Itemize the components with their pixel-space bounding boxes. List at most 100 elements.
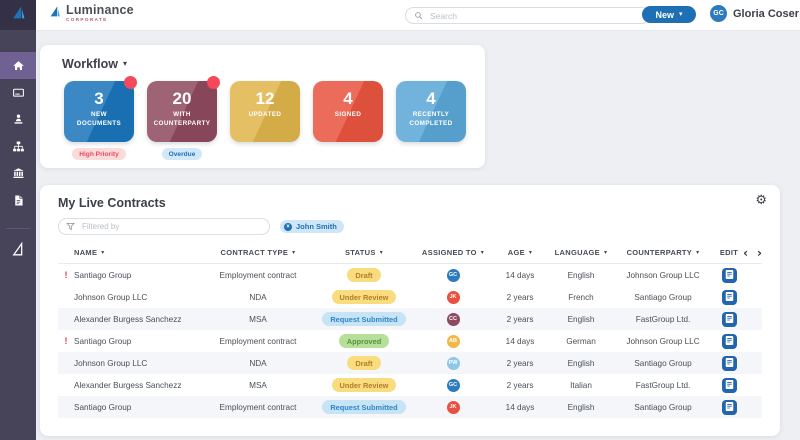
sidebar-item-sitemap[interactable] — [0, 133, 36, 160]
table-row[interactable]: ! Santiago Group Employment contract Draft G… — [58, 264, 762, 286]
sidebar-item-document[interactable] — [0, 187, 36, 214]
sidebar-item-bank[interactable] — [0, 160, 36, 187]
column-header-counterparty[interactable]: COUNTERPARTY ▾ — [614, 248, 712, 257]
workflow-card-count: 12 — [255, 89, 275, 108]
chevron-down-icon: ▾ — [679, 10, 683, 18]
sidebar-item-panel[interactable] — [0, 79, 36, 106]
column-header-status[interactable]: STATUS ▾ — [314, 248, 414, 257]
edit-button[interactable] — [721, 311, 737, 327]
edit-button[interactable] — [721, 267, 737, 283]
avatar[interactable]: JK — [446, 290, 460, 304]
table-row[interactable]: Alexander Burgess Sanchezz MSA Under Revie… — [58, 374, 762, 396]
avatar[interactable]: CC — [446, 312, 460, 326]
edit-button[interactable] — [721, 333, 737, 349]
edit-cell — [712, 289, 746, 305]
table-row[interactable]: Santiago Group Employment contract Request… — [58, 396, 762, 418]
sort-caret-icon: ▾ — [696, 248, 700, 256]
column-header-contract-type[interactable]: CONTRACT TYPE ▾ — [202, 248, 314, 257]
close-icon[interactable]: × — [284, 222, 292, 231]
avatar[interactable]: GC — [446, 378, 460, 392]
filter-box — [58, 218, 270, 235]
age-cell: 2 years — [506, 314, 534, 324]
workflow-card-label: WITH COUNTERPARTY — [153, 111, 211, 127]
avatar[interactable]: AB — [446, 334, 460, 348]
new-button-label: New — [655, 9, 674, 20]
edit-doc-icon — [725, 378, 734, 393]
avatar[interactable]: JK — [446, 400, 460, 414]
avatar[interactable]: GC — [446, 268, 460, 282]
edit-button[interactable] — [721, 289, 737, 305]
age-cell: 2 years — [506, 358, 534, 368]
workflow-badge[interactable]: Overdue — [161, 148, 203, 160]
workflow-card-count: 3 — [94, 89, 104, 108]
edit-button[interactable] — [721, 377, 737, 393]
assigned-cell: JK — [414, 400, 492, 414]
user-menu[interactable]: GC Gloria Coser — [710, 5, 799, 22]
previous-page-icon[interactable]: ‹ — [743, 245, 749, 260]
column-label: STATUS — [345, 248, 376, 257]
workflow-badges: High Priority Overdue — [64, 148, 466, 160]
edit-cell — [712, 377, 746, 393]
column-label: ASSIGNED TO — [421, 248, 477, 257]
sort-caret-icon: ▾ — [292, 248, 296, 256]
edit-button[interactable] — [721, 399, 737, 415]
counterparty-cell: FastGroup Ltd. — [635, 314, 691, 324]
table-row[interactable]: ! Santiago Group Employment contract Approv… — [58, 330, 762, 352]
workflow-card-3[interactable]: 12 UPDATED — [230, 81, 300, 142]
column-label: NAME — [74, 248, 98, 257]
sidebar-item-home[interactable] — [0, 52, 36, 79]
avatar[interactable]: PW — [446, 356, 460, 370]
edit-doc-icon — [725, 312, 734, 327]
table-row[interactable]: Alexander Burgess Sanchezz MSA Request Sub… — [58, 308, 762, 330]
status-badge: Draft — [347, 268, 381, 282]
sidebar — [0, 0, 36, 440]
column-header-name[interactable]: NAME ▾ — [74, 248, 202, 257]
workflow-dropdown[interactable]: Workflow ▾ — [62, 57, 127, 71]
workflow-badge[interactable]: High Priority — [72, 148, 126, 160]
workflow-card-1[interactable]: 3 NEW DOCUMENTS — [64, 76, 137, 142]
column-header-assigned-to[interactable]: ASSIGNED TO ▾ — [414, 248, 492, 257]
table-body: ! Santiago Group Employment contract Draft G… — [58, 264, 762, 418]
edit-cell — [712, 399, 746, 415]
table-row[interactable]: Johnson Group LLC NDA Under Review JK 2 year… — [58, 286, 762, 308]
edit-doc-icon — [725, 268, 734, 283]
sidebar-item-luminance[interactable] — [0, 237, 36, 267]
workflow-card-label: RECENTLY COMPLETED — [409, 111, 453, 127]
language-cell: English — [567, 358, 595, 368]
workflow-card-2[interactable]: 20 WITH COUNTERPARTY — [147, 76, 220, 142]
edit-cell — [712, 355, 746, 371]
badge-slot — [396, 148, 466, 160]
gear-icon[interactable]: ⚙ — [755, 193, 767, 208]
avatar: GC — [710, 5, 727, 22]
status-badge: Draft — [347, 356, 381, 370]
table-row[interactable]: Johnson Group LLC NDA Draft PW 2 years Englis… — [58, 352, 762, 374]
workflow-card-5[interactable]: 4 RECENTLY COMPLETED — [396, 81, 466, 142]
pagination: ‹ › — [743, 245, 762, 260]
home-icon — [12, 59, 25, 72]
sidebar-item-user-podium[interactable] — [0, 106, 36, 133]
age-cell: 14 days — [505, 402, 535, 412]
brand-logo[interactable]: Luminance CORPORATE — [48, 4, 134, 24]
workflow-card-4[interactable]: 4 SIGNED — [313, 81, 383, 142]
status-badge: Request Submitted — [322, 312, 406, 326]
search-input[interactable] — [428, 9, 641, 22]
contracts-table: NAME ▾ CONTRACT TYPE ▾ STATUS ▾ ASSIGNED TO ▾ AG… — [58, 242, 762, 418]
assigned-cell: CC — [414, 312, 492, 326]
counterparty-cell: FastGroup Ltd. — [635, 380, 691, 390]
sidebar-nav — [0, 52, 36, 214]
new-button[interactable]: New ▾ — [642, 6, 696, 23]
edit-button[interactable] — [721, 355, 737, 371]
column-header-age[interactable]: AGE ▾ — [492, 248, 548, 257]
sidebar-logo[interactable] — [0, 0, 36, 30]
name-cell: Alexander Burgess Sanchezz — [74, 380, 182, 390]
filter-chip-john-smith[interactable]: × John Smith — [280, 220, 344, 233]
name-cell: Santiago Group — [74, 402, 132, 412]
age-cell: 2 years — [506, 292, 534, 302]
contract-type-cell: MSA — [249, 380, 267, 390]
language-cell: French — [568, 292, 594, 302]
sidebar-divider — [6, 228, 30, 229]
next-page-icon[interactable]: › — [757, 245, 762, 260]
filter-input[interactable] — [80, 221, 262, 232]
column-header-language[interactable]: LANGUAGE ▾ — [548, 248, 614, 257]
contract-type-cell: Employment contract — [219, 336, 297, 346]
